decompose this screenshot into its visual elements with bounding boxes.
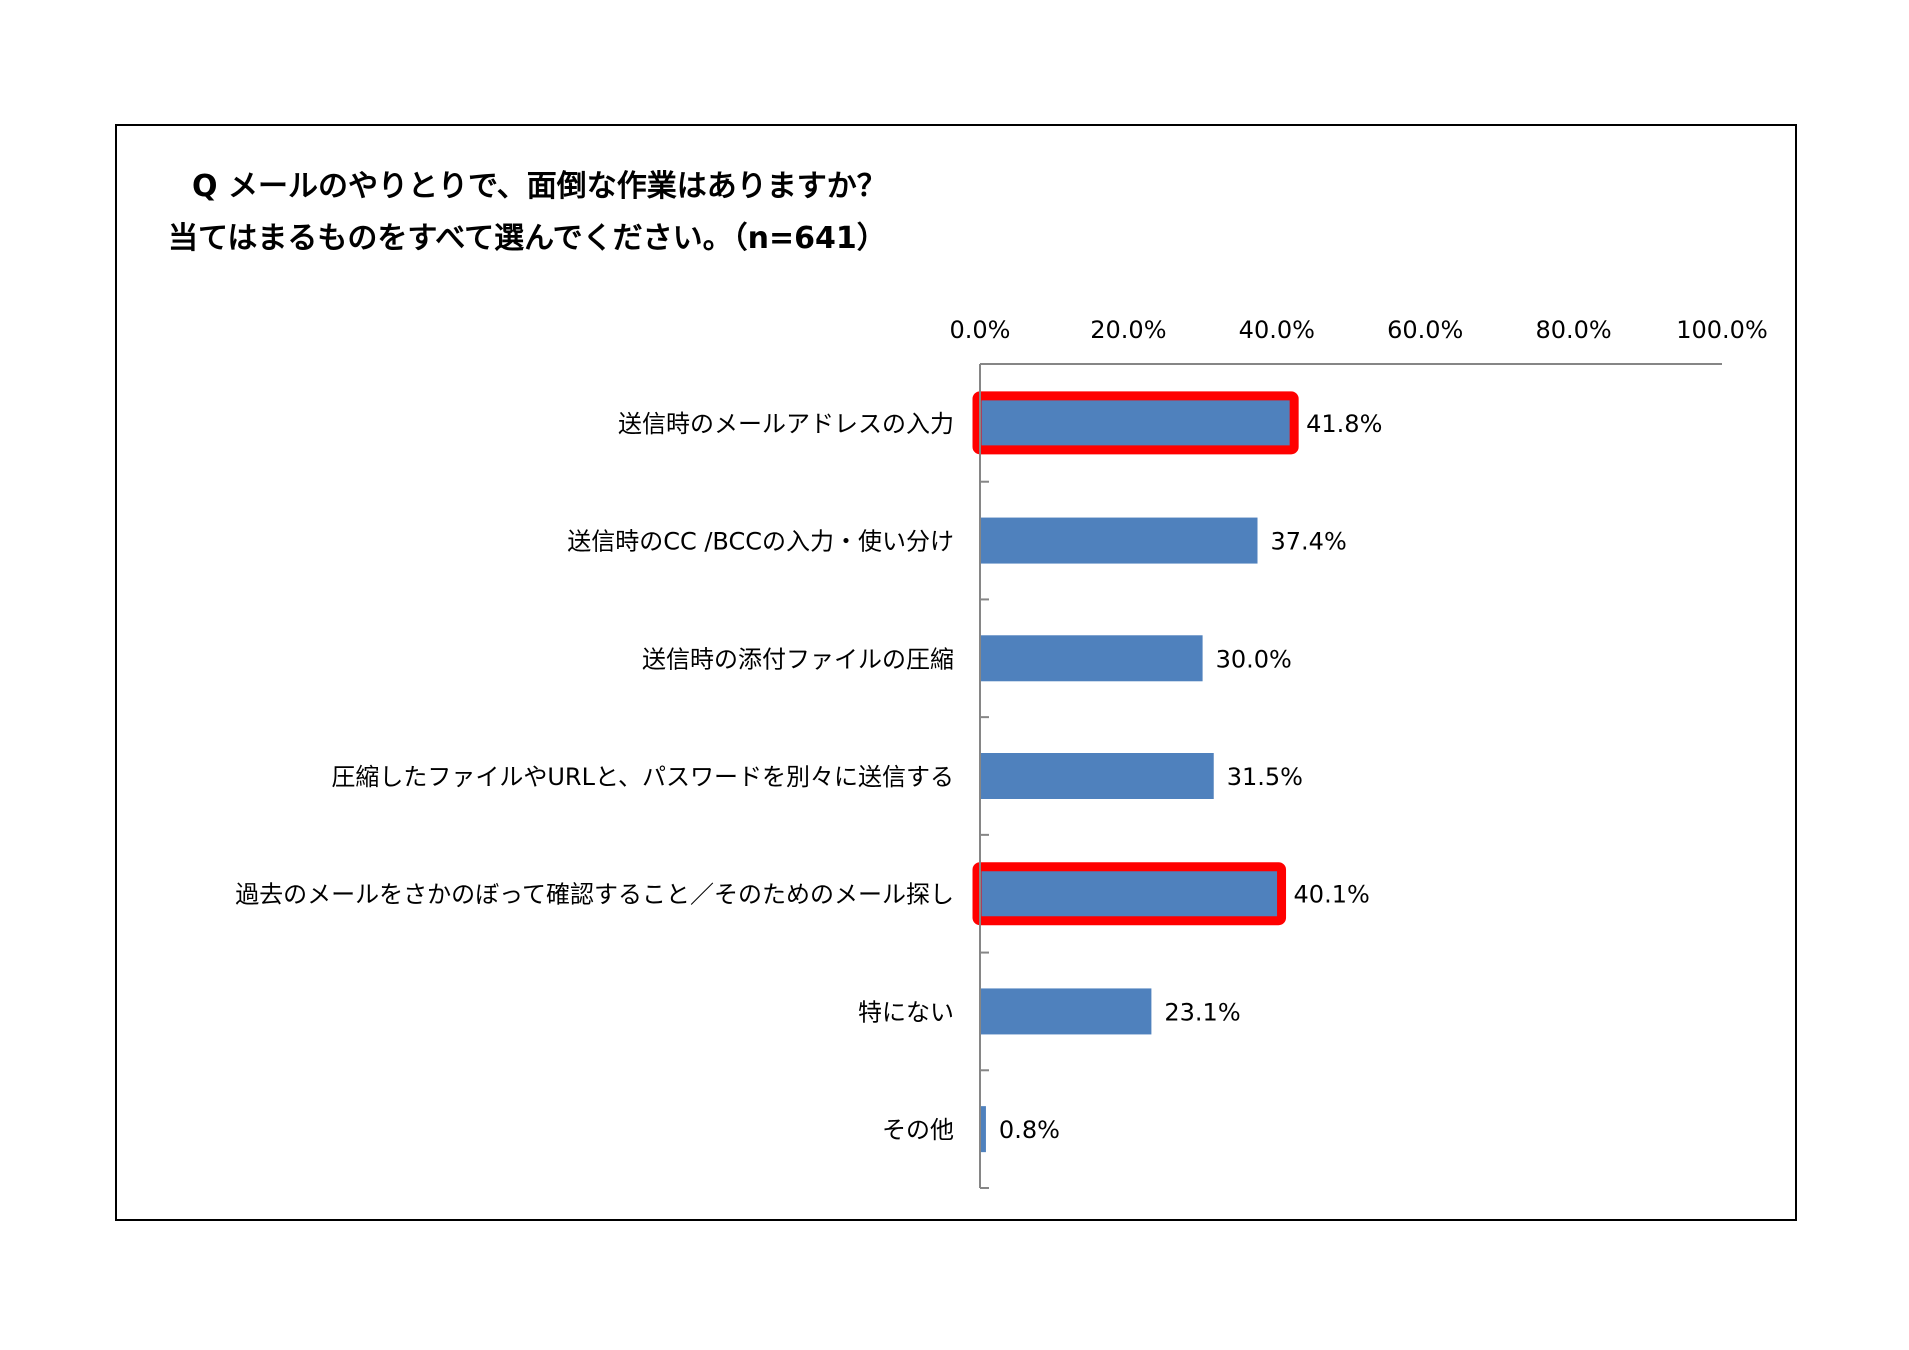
x-tick-label: 0.0% [950,316,1011,344]
x-axis: 0.0% 20.0% 40.0% 60.0% 80.0% 100.0% [950,316,1768,365]
data-label: 37.4% [1271,528,1347,556]
x-tick-label: 100.0% [1676,316,1768,344]
category-label: 圧縮したファイルやURLと、パスワードを別々に送信する [331,763,954,791]
category-label: 送信時の添付ファイルの圧縮 [642,645,954,673]
data-label: 23.1% [1164,998,1240,1026]
x-tick-label: 40.0% [1239,316,1315,344]
bar [980,1106,986,1153]
bar [980,988,1152,1035]
data-label: 0.8% [999,1116,1060,1144]
data-label: 41.8% [1306,410,1382,438]
y-axis [979,364,989,1189]
bar [980,635,1203,682]
chart-frame [115,124,1797,1221]
bars [972,391,1299,1153]
category-label: その他 [882,1116,954,1144]
category-label: 過去のメールをさかのぼって確認すること／そのためのメール探し [235,881,954,909]
chart-title-line-1: Q メールのやりとりで、面倒な作業はありますか？ [192,169,887,204]
category-label: 特にない [858,998,954,1026]
value-labels: 41.8% 37.4% 30.0% 31.5% 40.1% 23.1% 0.8% [999,410,1382,1144]
data-label: 30.0% [1216,645,1292,673]
category-label: 送信時のCC /BCCの入力・使い分け [567,528,954,556]
bar [980,517,1258,564]
data-label: 40.1% [1294,881,1370,909]
data-label: 31.5% [1227,763,1303,791]
bar [980,753,1214,799]
chart-title-line-2: 当てはまるものをすべて選んでください。（n=641） [168,221,887,256]
category-label: 送信時のメールアドレスの入力 [618,410,954,438]
highlight-box [972,391,1299,455]
x-tick-label: 20.0% [1090,316,1166,344]
highlight-box [972,862,1287,926]
bar [980,870,1278,917]
x-tick-label: 80.0% [1535,316,1611,344]
bar [980,399,1291,446]
x-tick-label: 60.0% [1387,316,1463,344]
